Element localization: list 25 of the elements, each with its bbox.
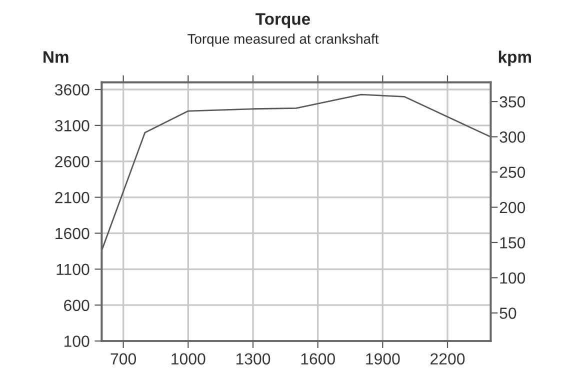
x-tick-label: 1300 bbox=[236, 353, 270, 365]
y-axis-title: Nm bbox=[44, 51, 68, 63]
y-tick-label: 1600 bbox=[56, 228, 90, 240]
y2-tick-label: 150 bbox=[500, 237, 526, 248]
x-tick-label: 2200 bbox=[430, 353, 465, 365]
y2-tick-label: 300 bbox=[500, 131, 526, 143]
y2-tick-label: 100 bbox=[500, 272, 526, 284]
x-tick-label: 1000 bbox=[172, 353, 206, 365]
y-tick-label: 1100 bbox=[56, 264, 90, 276]
y2-axis-title: kpm bbox=[498, 50, 532, 66]
x-tick-label: 1600 bbox=[301, 353, 335, 365]
y-tick-label: 3100 bbox=[54, 120, 90, 132]
y2-tick-label: 200 bbox=[500, 202, 526, 214]
x-tick-label: 700 bbox=[110, 353, 136, 365]
y2-tick-label: 50 bbox=[500, 308, 516, 319]
x-tick-label: 1900 bbox=[366, 353, 400, 365]
y-tick-label: 3600 bbox=[54, 84, 90, 96]
y-tick-label: 100 bbox=[64, 336, 90, 347]
y-tick-label: 2100 bbox=[55, 192, 90, 204]
y2-tick-label: 350 bbox=[500, 96, 526, 108]
y2-tick-label: 250 bbox=[500, 166, 526, 178]
chart-subtitle: Torque measured at crankshaft bbox=[188, 34, 379, 47]
y-tick-label: 2600 bbox=[55, 156, 90, 168]
y-tick-label: 600 bbox=[64, 300, 90, 312]
chart-title: Torque bbox=[256, 13, 310, 28]
